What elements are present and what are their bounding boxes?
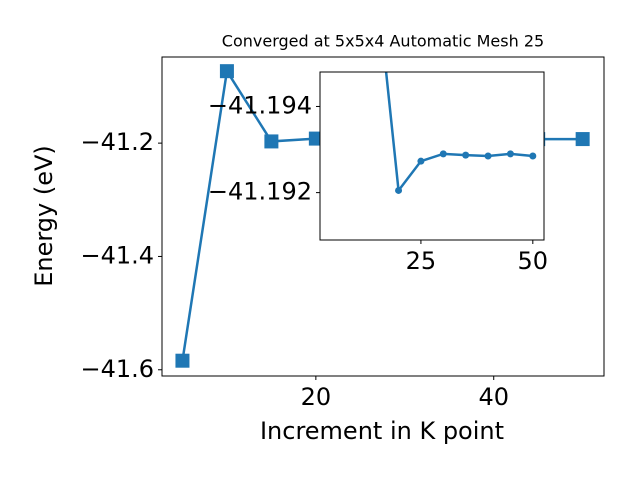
marker <box>395 186 403 194</box>
y-tick-label: −41.192 <box>208 178 312 206</box>
axes-frame <box>319 71 545 241</box>
y-tick-label: −41.4 <box>80 241 154 269</box>
marker <box>219 64 234 79</box>
marker <box>462 151 470 159</box>
inset-background <box>320 72 544 240</box>
series-line <box>384 72 533 194</box>
chart-title: Converged at 5x5x4 Automatic Mesh 25 <box>222 32 544 51</box>
y-tick-label: −41.6 <box>80 355 154 383</box>
marker <box>264 134 279 149</box>
x-tick-label: 20 <box>301 383 332 411</box>
marker <box>439 150 447 158</box>
y-axis-label: Energy (eV) <box>30 145 58 287</box>
marker <box>529 152 537 160</box>
marker <box>417 157 425 165</box>
x-tick-label: 40 <box>478 383 509 411</box>
y-tick-label: −41.194 <box>208 91 312 119</box>
axes-frame <box>161 56 605 377</box>
x-tick-label: 25 <box>406 247 437 275</box>
marker <box>308 131 323 146</box>
y-tick-label: −41.2 <box>80 128 154 156</box>
marker <box>484 152 492 160</box>
marker <box>506 150 514 158</box>
marker <box>175 353 190 368</box>
marker <box>575 132 590 147</box>
plot-area <box>384 72 537 194</box>
x-tick-label: 50 <box>518 247 549 275</box>
x-axis-label: Increment in K point <box>260 417 504 445</box>
